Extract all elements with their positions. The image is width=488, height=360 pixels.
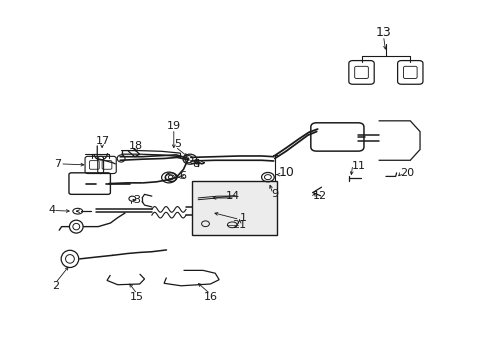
Text: 19: 19	[166, 121, 181, 131]
Text: 12: 12	[312, 191, 326, 201]
Text: 1: 1	[239, 213, 246, 222]
Text: 14: 14	[225, 191, 239, 201]
Text: 17: 17	[96, 136, 110, 145]
Bar	[198, 204, 209, 218]
Text: 4: 4	[48, 206, 55, 216]
Text: 21: 21	[232, 220, 246, 230]
Text: 10: 10	[278, 166, 294, 179]
Ellipse shape	[129, 196, 136, 201]
Text: 2: 2	[52, 281, 59, 291]
Bar	[191, 181, 277, 234]
Text: 11: 11	[351, 161, 365, 171]
Text: 9: 9	[271, 189, 278, 199]
Text: 6: 6	[179, 171, 185, 181]
Text: 13: 13	[375, 27, 390, 40]
Text: 8: 8	[192, 159, 199, 169]
Text: 7: 7	[54, 159, 61, 169]
Text: 18: 18	[129, 141, 143, 151]
Text: 5: 5	[173, 139, 181, 149]
Text: 3: 3	[132, 195, 140, 205]
Text: 15: 15	[130, 292, 144, 302]
Text: 16: 16	[203, 292, 217, 302]
Text: 20: 20	[400, 168, 414, 178]
